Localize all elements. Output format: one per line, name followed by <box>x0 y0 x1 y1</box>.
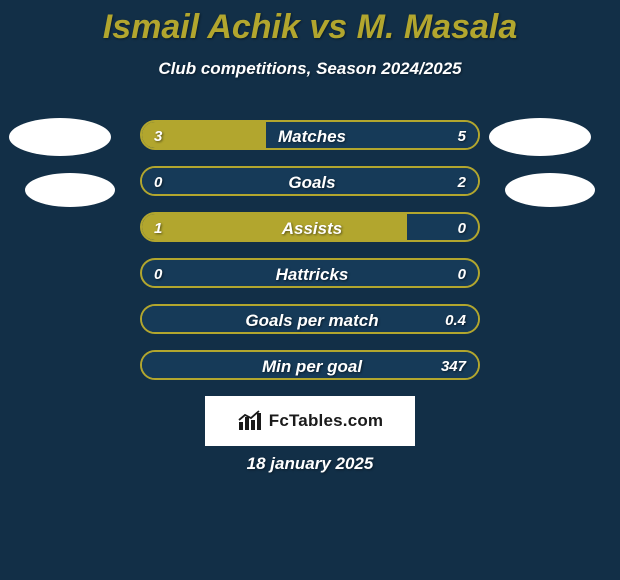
stat-row-goals: Goals0 2 <box>140 166 480 196</box>
page-title: Ismail Achik vs M. Masala <box>0 0 620 47</box>
bar-value-right: 0 <box>458 214 466 242</box>
chart-container: Ismail Achik vs M. Masala Club competiti… <box>0 0 620 580</box>
logo-badge: FcTables.com <box>205 396 415 446</box>
stat-row-matches: Matches3 5 <box>140 120 480 150</box>
chart-icon <box>237 410 263 432</box>
bar-label: Min per goal <box>142 352 480 380</box>
bar-value-right: 347 <box>441 352 466 380</box>
logo-text: FcTables.com <box>269 411 384 431</box>
date-text: 18 january 2025 <box>0 454 620 474</box>
bar-value-right: 0 <box>458 260 466 288</box>
subtitle: Club competitions, Season 2024/2025 <box>0 59 620 79</box>
avatar-right-2 <box>505 173 595 207</box>
stat-row-goals-per-match: Goals per match0.4 <box>140 304 480 334</box>
bar-label: Goals per match <box>142 306 480 334</box>
bar-label: Assists <box>142 214 480 242</box>
avatar-right-1 <box>489 118 591 156</box>
bar-value-right: 0.4 <box>445 306 466 334</box>
bar-label: Hattricks <box>142 260 480 288</box>
avatar-left-1 <box>9 118 111 156</box>
bar-value-right: 5 <box>458 122 466 150</box>
bar-value-left: 1 <box>154 214 162 242</box>
bar-value-left: 3 <box>154 122 162 150</box>
stat-row-min-per-goal: Min per goal347 <box>140 350 480 380</box>
bar-value-left: 0 <box>154 260 162 288</box>
stat-row-hattricks: Hattricks0 0 <box>140 258 480 288</box>
bar-label: Goals <box>142 168 480 196</box>
bar-label: Matches <box>142 122 480 150</box>
bar-value-right: 2 <box>458 168 466 196</box>
stat-row-assists: Assists1 0 <box>140 212 480 242</box>
bar-value-left: 0 <box>154 168 162 196</box>
comparison-bars: Matches35Goals02Assists10Hattricks00Goal… <box>140 120 480 396</box>
avatar-left-2 <box>25 173 115 207</box>
